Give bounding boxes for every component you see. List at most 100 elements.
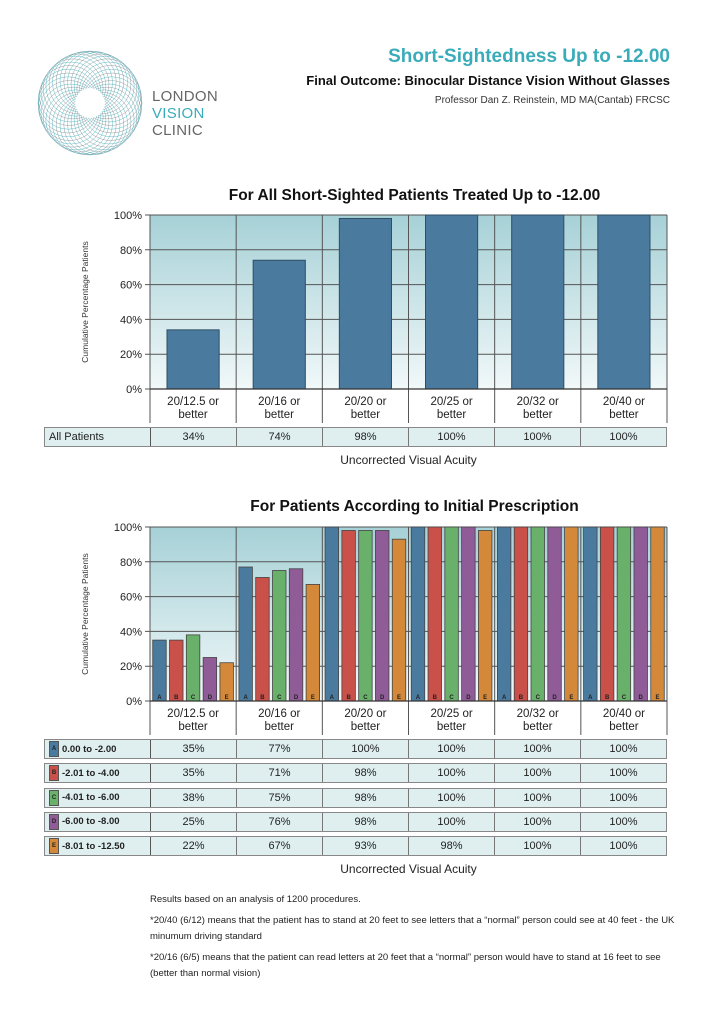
note-20-16: *20/16 (6/5) means that the patient can … — [150, 952, 661, 979]
chart-2-xlabel: Uncorrected Visual Acuity — [340, 862, 477, 876]
y-tick-label: 0% — [126, 696, 142, 708]
table-cell: 100% — [609, 743, 638, 755]
bar — [305, 584, 321, 702]
bar-letter: B — [519, 695, 524, 701]
bar — [650, 526, 665, 702]
table-cell: 75% — [237, 788, 323, 807]
bar — [530, 526, 545, 702]
table-cell: 77% — [237, 740, 323, 758]
bar — [599, 526, 615, 702]
bar-letter: E — [569, 695, 573, 701]
table-cell: 100% — [495, 740, 581, 758]
table-cell: 100% — [609, 815, 638, 828]
y-tick-label: 100% — [114, 210, 142, 222]
y-axis-label: Cumulative Percentage Patients — [80, 553, 90, 674]
table-cell: 100% — [609, 431, 638, 443]
y-tick-label: 0% — [126, 384, 142, 396]
bar — [564, 526, 579, 702]
bar-letter: D — [552, 695, 557, 701]
table-cell: 100% — [495, 812, 581, 831]
table-cell: 100% — [609, 767, 638, 780]
bar-letter: C — [277, 695, 282, 701]
bar — [583, 526, 598, 702]
logo-line-3: CLINIC — [152, 122, 203, 139]
y-tick-label: 60% — [120, 280, 142, 292]
table-cell: 100% — [495, 788, 581, 807]
x-tick-label: 20/40 or better — [603, 396, 645, 421]
bar — [185, 634, 201, 702]
table-row: D -6.00 to -8.00 25% 76% 98% 100% 100% 100% — [44, 811, 667, 832]
row-label: C -4.01 to -6.00 — [45, 788, 151, 807]
table-cell: 22% — [151, 837, 237, 856]
table-row: All Patients 34% 74% 98% 100% 100% 100% — [44, 427, 667, 447]
row-label: A 0.00 to -2.00 — [45, 740, 151, 758]
bar — [358, 530, 373, 702]
y-tick-label: 60% — [120, 592, 142, 604]
table-cell: 76% — [237, 812, 323, 831]
row-label: All Patients — [45, 428, 151, 446]
bar — [597, 214, 651, 390]
legend-swatch: E — [49, 838, 59, 855]
bar — [338, 217, 393, 390]
table-row: E -8.01 to -12.50 22% 67% 93% 98% 100% 100% — [44, 836, 667, 857]
bar — [152, 639, 167, 702]
logo-line-1: LONDON — [152, 88, 218, 105]
bar — [478, 530, 493, 702]
row-label: E -8.01 to -12.50 — [45, 837, 151, 856]
page-subtitle: Final Outcome: Binocular Distance Vision… — [306, 73, 670, 88]
table-cell: 98% — [323, 764, 409, 783]
x-tick-label: 20/25 or better — [430, 396, 472, 421]
bar-letter: D — [294, 695, 299, 701]
bar — [616, 526, 632, 702]
bar-letter: E — [656, 695, 660, 701]
table-cell: 74% — [237, 428, 323, 446]
series-name: -6.00 to -8.00 — [62, 816, 120, 828]
bar-letter: B — [433, 695, 438, 701]
table-cell: 98% — [323, 428, 409, 446]
page-title: Short-Sightedness Up to -12.00 — [388, 46, 670, 67]
table-cell: 35% — [151, 740, 237, 758]
series-name: All Patients — [49, 431, 105, 443]
table-cell: 100% — [409, 764, 495, 783]
bar — [166, 329, 220, 390]
chart-1-title: For All Short-Sighted Patients Treated U… — [228, 187, 601, 204]
x-tick-label: 20/32 or better — [517, 708, 559, 733]
series-name: -4.01 to -6.00 — [62, 792, 120, 804]
row-label: B -2.01 to -4.00 — [45, 764, 151, 783]
bar — [391, 538, 407, 702]
bar — [410, 526, 426, 702]
bar — [252, 259, 306, 390]
bar-letter: A — [243, 695, 248, 701]
table-cell: 98% — [409, 837, 495, 856]
bar — [324, 526, 339, 702]
bar-letter: D — [380, 695, 385, 701]
series-name: 0.00 to -2.00 — [62, 743, 117, 755]
bar — [272, 570, 287, 702]
y-tick-label: 80% — [120, 557, 142, 569]
row-label: D -6.00 to -8.00 — [45, 812, 151, 831]
bar — [547, 526, 562, 702]
note-procedures: Results based on an analysis of 1200 pro… — [150, 894, 361, 905]
note-20-40: *20/40 (6/12) means that the patient has… — [150, 915, 675, 942]
bar — [341, 530, 356, 702]
bar — [169, 639, 184, 702]
table-cell: 35% — [151, 764, 237, 783]
x-tick-label: 20/12.5 or better — [167, 396, 219, 421]
logo-text: LONDON VISION CLINIC — [152, 88, 218, 139]
bar-letter: E — [311, 695, 315, 701]
x-tick-label: 20/40 or better — [603, 708, 645, 733]
bar — [425, 214, 479, 390]
chart-1: 0% 20% 40% 60% 80% 100% Cumulative Percentage … — [80, 210, 668, 423]
table-cell: 38% — [151, 788, 237, 807]
chart-2-title: For Patients According to Initial Prescr… — [250, 498, 579, 515]
table-cell: 100% — [409, 428, 495, 446]
bar — [513, 526, 529, 702]
table-cell: 71% — [237, 764, 323, 783]
table-cell: 67% — [237, 837, 323, 856]
x-tick-label: 20/32 or better — [517, 396, 559, 421]
legend-swatch: A — [49, 741, 59, 757]
table-cell: 100% — [495, 837, 581, 856]
table-cell: 100% — [609, 791, 638, 804]
legend-swatch: C — [49, 789, 59, 806]
bar-letter: A — [330, 695, 335, 701]
